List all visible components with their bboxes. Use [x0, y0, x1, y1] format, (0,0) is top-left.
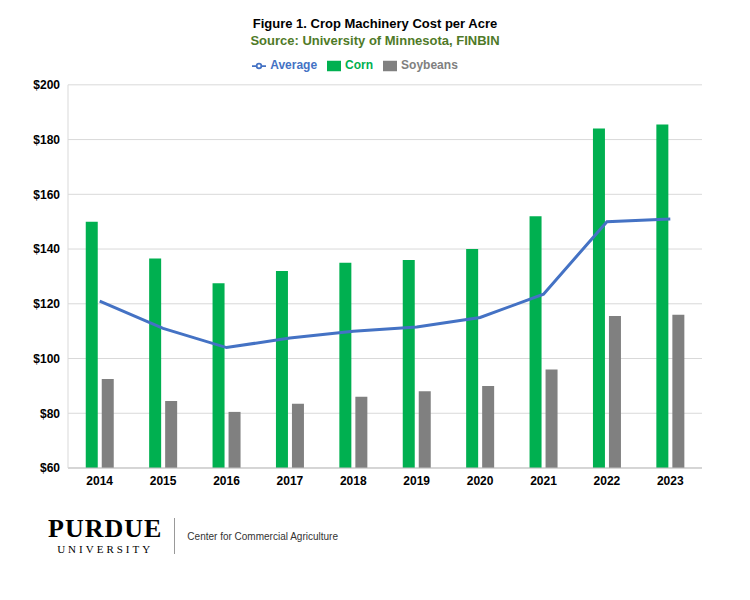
html-text:Soybeans: Soybeans	[401, 58, 458, 72]
html-text:UNIVERSITY: UNIVERSITY	[57, 543, 154, 555]
svg-text:$180: $180	[33, 133, 60, 147]
svg-text:$160: $160	[33, 188, 60, 202]
html-text:Figure 1. Crop Machinery Cost: Figure 1. Crop Machinery Cost per Acre	[252, 16, 498, 31]
svg-text:$120: $120	[33, 297, 60, 311]
html-text:PURDUE: PURDUE	[48, 514, 163, 543]
html-text:Average: Average	[270, 58, 318, 72]
svg-text:$200: $200	[33, 78, 60, 92]
svg-text:$80: $80	[40, 407, 60, 421]
html-text:Corn: Corn	[345, 58, 374, 72]
svg-text:2019: 2019	[403, 474, 430, 488]
svg-text:2021: 2021	[530, 474, 557, 488]
svg-text:$100: $100	[33, 352, 60, 366]
svg-text:$60: $60	[40, 461, 60, 475]
svg-text:2015: 2015	[150, 474, 177, 488]
html-text:Source: University of Minnesot: Source: University of Minnesota, FINBIN	[250, 33, 500, 48]
svg-text:2022: 2022	[594, 474, 621, 488]
svg-text:2023: 2023	[657, 474, 684, 488]
html-text:Center for Commercial Agricult: Center for Commercial Agriculture	[187, 530, 338, 542]
svg-text:2018: 2018	[340, 474, 367, 488]
svg-text:2020: 2020	[467, 474, 494, 488]
svg-text:2017: 2017	[277, 474, 304, 488]
svg-text:2016: 2016	[213, 474, 240, 488]
svg-text:2014: 2014	[86, 474, 113, 488]
svg-text:$140: $140	[33, 242, 60, 256]
